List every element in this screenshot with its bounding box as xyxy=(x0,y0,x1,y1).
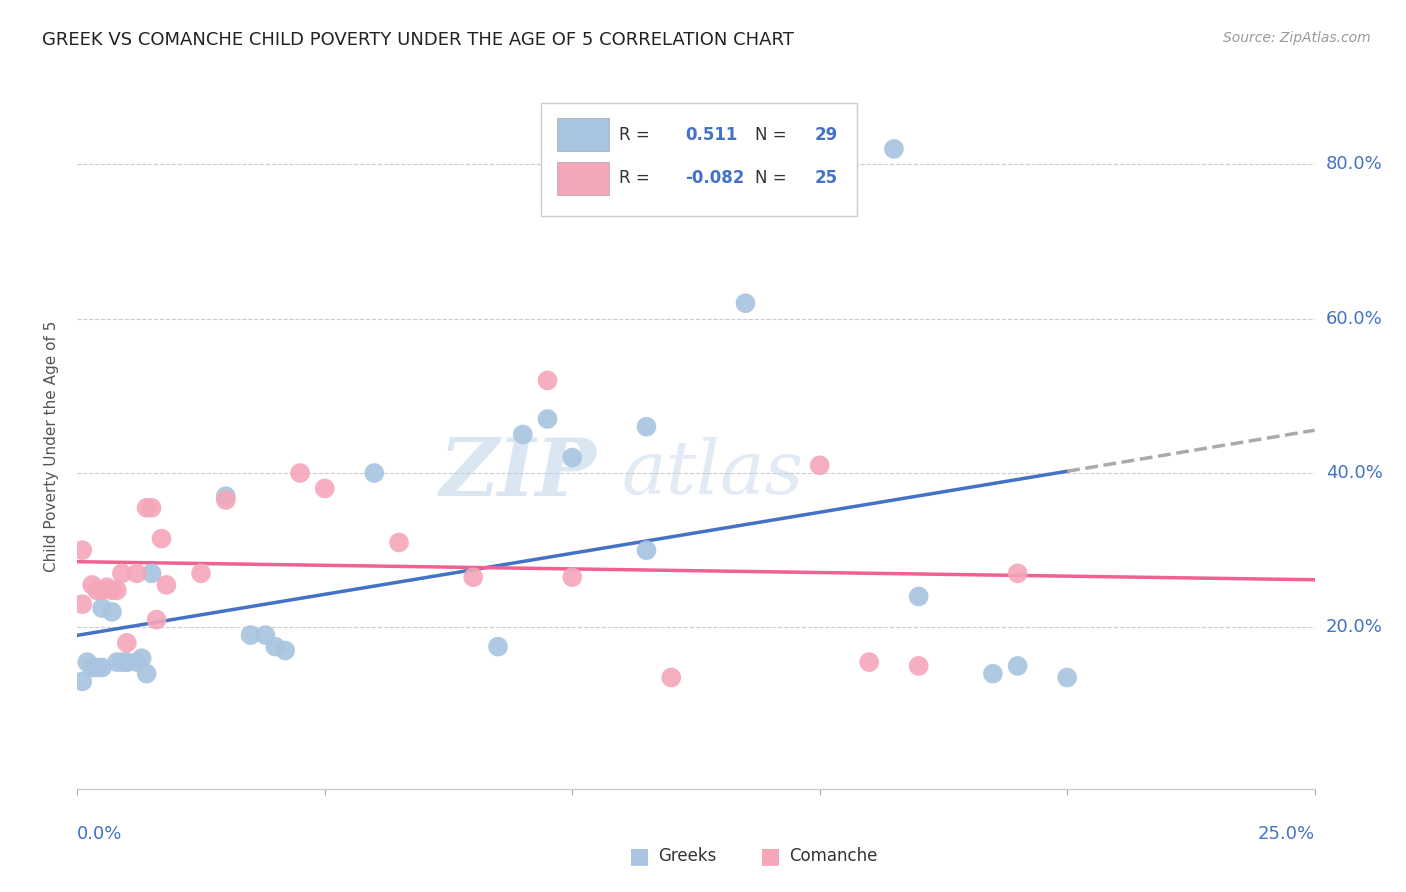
Point xyxy=(72,543,94,558)
Point xyxy=(125,655,148,669)
Point xyxy=(141,500,163,515)
Text: R =: R = xyxy=(619,126,650,144)
Point xyxy=(111,655,134,669)
Point xyxy=(636,419,658,434)
Point xyxy=(561,570,583,584)
Point xyxy=(82,578,104,592)
Point xyxy=(463,570,485,584)
Point xyxy=(254,628,277,642)
Point xyxy=(659,671,682,685)
Text: N =: N = xyxy=(755,169,787,187)
Text: 80.0%: 80.0% xyxy=(1326,155,1382,173)
Point xyxy=(135,666,157,681)
Point xyxy=(215,493,238,508)
Point xyxy=(125,566,148,581)
Point xyxy=(86,660,108,674)
Text: N =: N = xyxy=(755,126,787,144)
Point xyxy=(141,566,163,581)
Text: ZIP: ZIP xyxy=(440,434,598,512)
Point xyxy=(264,640,287,654)
Text: 20.0%: 20.0% xyxy=(1326,618,1382,636)
Point xyxy=(115,655,138,669)
Point xyxy=(363,466,385,480)
Text: ■: ■ xyxy=(761,847,780,866)
Text: 25: 25 xyxy=(814,169,838,187)
Point xyxy=(190,566,212,581)
FancyBboxPatch shape xyxy=(557,161,609,194)
Point xyxy=(215,489,238,503)
Point xyxy=(512,427,534,442)
Text: R =: R = xyxy=(619,169,650,187)
Text: 0.0%: 0.0% xyxy=(77,825,122,843)
Point xyxy=(858,655,880,669)
Point xyxy=(274,643,297,657)
Text: atlas: atlas xyxy=(621,437,804,509)
Point xyxy=(82,660,104,674)
Text: 40.0%: 40.0% xyxy=(1326,464,1382,482)
Point xyxy=(239,628,262,642)
Point xyxy=(155,578,177,592)
Text: ■: ■ xyxy=(630,847,650,866)
Point xyxy=(115,655,138,669)
Point xyxy=(135,500,157,515)
FancyBboxPatch shape xyxy=(557,119,609,152)
Point xyxy=(96,580,118,594)
Point xyxy=(907,659,929,673)
Point xyxy=(145,613,167,627)
Point xyxy=(288,466,311,480)
Point xyxy=(86,583,108,598)
Point xyxy=(883,142,905,156)
Point xyxy=(91,583,114,598)
Text: Greeks: Greeks xyxy=(658,847,717,865)
Point xyxy=(486,640,509,654)
Point xyxy=(981,666,1004,681)
Text: Source: ZipAtlas.com: Source: ZipAtlas.com xyxy=(1223,31,1371,45)
Point xyxy=(561,450,583,465)
Point xyxy=(111,566,134,581)
Point xyxy=(636,543,658,558)
Point xyxy=(101,583,124,598)
Text: 60.0%: 60.0% xyxy=(1326,310,1382,327)
Point xyxy=(1007,566,1029,581)
Point xyxy=(105,583,128,598)
Text: GREEK VS COMANCHE CHILD POVERTY UNDER THE AGE OF 5 CORRELATION CHART: GREEK VS COMANCHE CHILD POVERTY UNDER TH… xyxy=(42,31,794,49)
Point xyxy=(314,482,336,496)
Point xyxy=(536,412,558,426)
Text: 0.511: 0.511 xyxy=(685,126,737,144)
Point xyxy=(388,535,411,549)
Text: 29: 29 xyxy=(814,126,838,144)
Point xyxy=(76,655,98,669)
Point xyxy=(1056,671,1078,685)
FancyBboxPatch shape xyxy=(541,103,856,216)
Point xyxy=(808,458,831,473)
Point xyxy=(734,296,756,310)
Text: Comanche: Comanche xyxy=(789,847,877,865)
Point xyxy=(91,601,114,615)
Point xyxy=(72,597,94,611)
Point xyxy=(1007,659,1029,673)
Point xyxy=(91,660,114,674)
Point xyxy=(131,651,153,665)
Point xyxy=(907,590,929,604)
Point xyxy=(150,532,173,546)
Point xyxy=(115,636,138,650)
Point xyxy=(536,373,558,387)
Point xyxy=(105,655,128,669)
Point xyxy=(72,674,94,689)
Point xyxy=(101,605,124,619)
Text: 25.0%: 25.0% xyxy=(1257,825,1315,843)
Text: -0.082: -0.082 xyxy=(685,169,744,187)
Y-axis label: Child Poverty Under the Age of 5: Child Poverty Under the Age of 5 xyxy=(44,320,59,572)
